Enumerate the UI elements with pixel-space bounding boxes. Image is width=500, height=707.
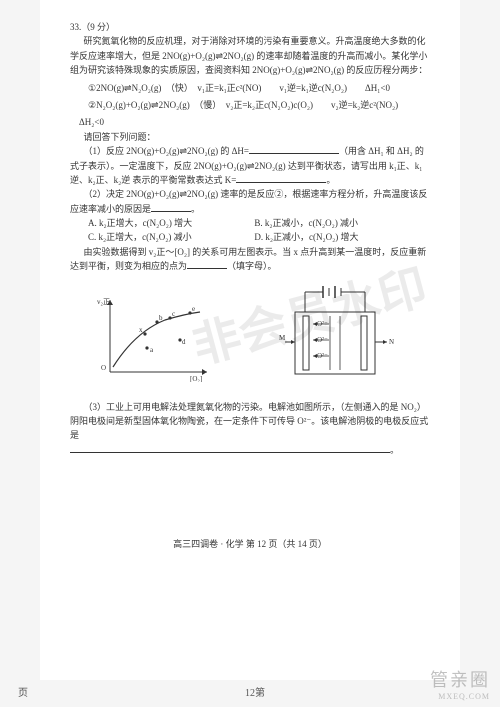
blank-dh [249, 144, 339, 154]
q3-blank-line: 。 [70, 443, 430, 457]
step1-equation: ①2NO(g)⇌N₂O₂(g) （快） v₁正=k₁正c²(NO) v₁逆=k₁… [88, 81, 430, 95]
q1-end: 。 [326, 175, 335, 185]
bottom-bar: 页 12第 [0, 684, 500, 699]
options-row2: C. k₂正增大，c(N₂O₂) 减小 D. k₂正减小，c(N₂O₂) 增大 [88, 230, 430, 244]
svg-text:a: a [150, 346, 154, 354]
option-c: C. k₂正增大，c(N₂O₂) 减小 [88, 230, 252, 244]
site-watermark: 管亲圈 MXEQ.COM [430, 666, 490, 701]
left-footer: 页 [18, 684, 28, 699]
q2a-text: （2）决定 2NO(g)+O₂(g)⇌2NO₂(g) 速率的是反应②，根据速率方… [70, 189, 427, 213]
page-number: 12第 [245, 684, 265, 699]
blank-point [187, 259, 227, 269]
question-intro: 研究氮氧化物的反应机理，对于消除对环境的污染有重要意义。升高温度绝大多数的化学反… [70, 34, 430, 77]
option-b: B. k₂正减小，c(N₂O₂) 减小 [254, 216, 418, 230]
question-number: 33.（9 分） [70, 20, 430, 34]
q1-line: （1）反应 2NO(g)+O₂(g)⇌2NO₂(g) 的 ΔH=（用含 ΔH₁ … [70, 144, 430, 187]
svg-text:[O₂]: [O₂] [190, 375, 202, 382]
blank-electrode [70, 443, 390, 453]
svg-text:e: e [192, 305, 195, 313]
q2b-tail: （填字母）。 [227, 261, 277, 271]
svg-text:b: b [159, 314, 163, 322]
q1-text: （1）反应 2NO(g)+O₂(g)⇌2NO₂(g) 的 ΔH= [84, 146, 250, 156]
delta-h2: ΔH₂<0 [79, 115, 430, 129]
blank-reason [151, 202, 191, 212]
blank-k [236, 173, 326, 183]
sub-heading: 请回答下列问题： [70, 130, 430, 144]
q3-end: 。 [390, 445, 399, 455]
q2a-end: 。 [191, 204, 200, 214]
svg-text:c: c [172, 310, 175, 318]
page-footer: 高三四调卷 · 化学 第 12 页（共 14 页） [70, 537, 430, 551]
options-row1: A. k₂正增大，c(N₂O₂) 增大 B. k₂正减小，c(N₂O₂) 减小 [88, 216, 430, 230]
q2b-line: 由实验数据得到 v₂正～[O₂] 的关系可用左图表示。当 x 点升高到某一温度时… [70, 245, 430, 274]
option-a: A. k₂正增大，c(N₂O₂) 增大 [88, 216, 252, 230]
exam-page: 33.（9 分） 研究氮氧化物的反应机理，对于消除对环境的污染有重要意义。升高温… [40, 0, 460, 680]
svg-text:x: x [139, 326, 143, 334]
svg-text:d: d [182, 338, 186, 346]
logo-en: MXEQ.COM [430, 692, 490, 701]
svg-text:v₂正: v₂正 [97, 298, 110, 306]
q3-line: （3）工业上可用电解法处理氮氧化物的污染。电解池如图所示，（左侧通入的是 NO₂… [70, 400, 430, 443]
option-d: D. k₂正减小，c(N₂O₂) 增大 [254, 230, 418, 244]
q2a-line: （2）决定 2NO(g)+O₂(g)⇌2NO₂(g) 速率的是反应②，根据速率方… [70, 187, 430, 216]
logo-cn: 管亲圈 [430, 666, 490, 692]
step2-equation: ②N₂O₂(g)+O₂(g)⇌2NO₂(g) （慢） v₂正=k₂正c(N₂O₂… [88, 98, 430, 112]
q3-text: （3）工业上可用电解法处理氮氧化物的污染。电解池如图所示，（左侧通入的是 NO₂… [70, 402, 428, 441]
svg-text:O: O [101, 364, 106, 372]
electrolysis-diagram: O²⁻ O²⁻ O²⁻ M N [265, 282, 405, 392]
svg-text:M: M [279, 334, 286, 342]
svg-text:N: N [389, 338, 394, 346]
scatter-chart: O [O₂] v₂正 x a b c d e [95, 292, 215, 382]
figures-row: O [O₂] v₂正 x a b c d e [70, 282, 430, 392]
